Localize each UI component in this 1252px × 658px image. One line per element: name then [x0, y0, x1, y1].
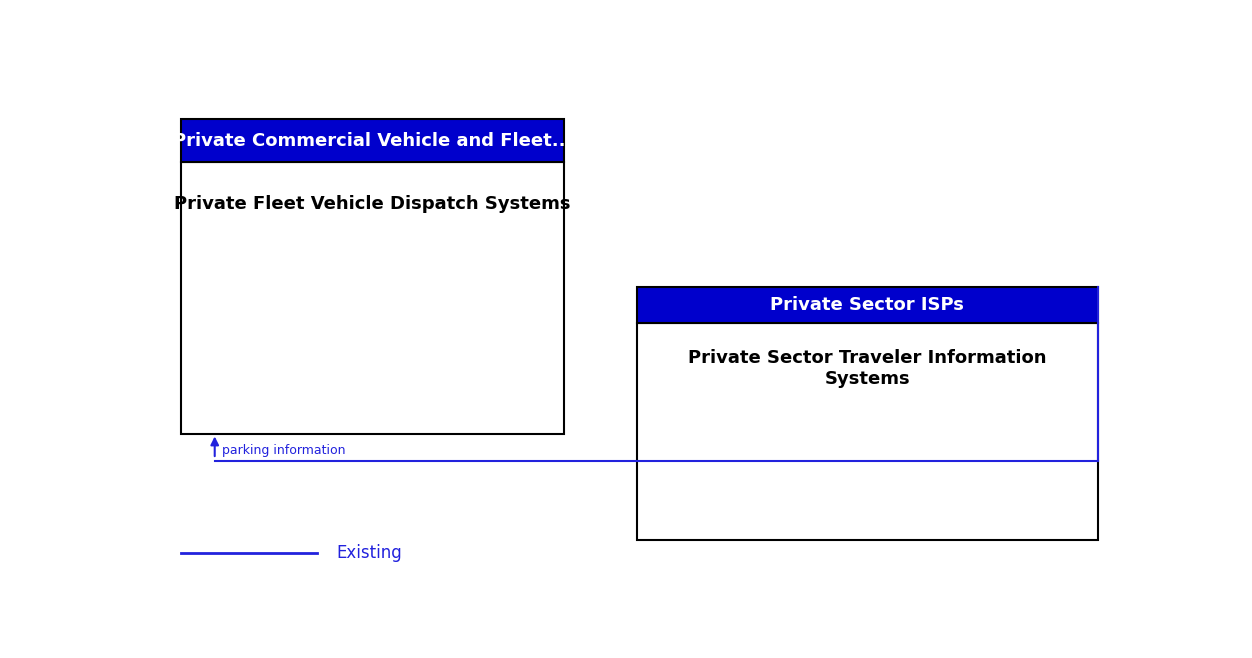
Text: Private Sector Traveler Information
Systems: Private Sector Traveler Information Syst… [689, 349, 1047, 388]
Bar [180, 120, 563, 162]
Bar [637, 324, 1098, 540]
Text: parking information: parking information [223, 444, 346, 457]
Text: Existing: Existing [336, 544, 402, 562]
Text: Private Fleet Vehicle Dispatch Systems: Private Fleet Vehicle Dispatch Systems [174, 195, 571, 213]
Text: Private Sector ISPs: Private Sector ISPs [770, 296, 964, 314]
Bar [180, 162, 563, 434]
Text: Private Commercial Vehicle and Fleet...: Private Commercial Vehicle and Fleet... [173, 132, 572, 150]
Bar [637, 287, 1098, 324]
